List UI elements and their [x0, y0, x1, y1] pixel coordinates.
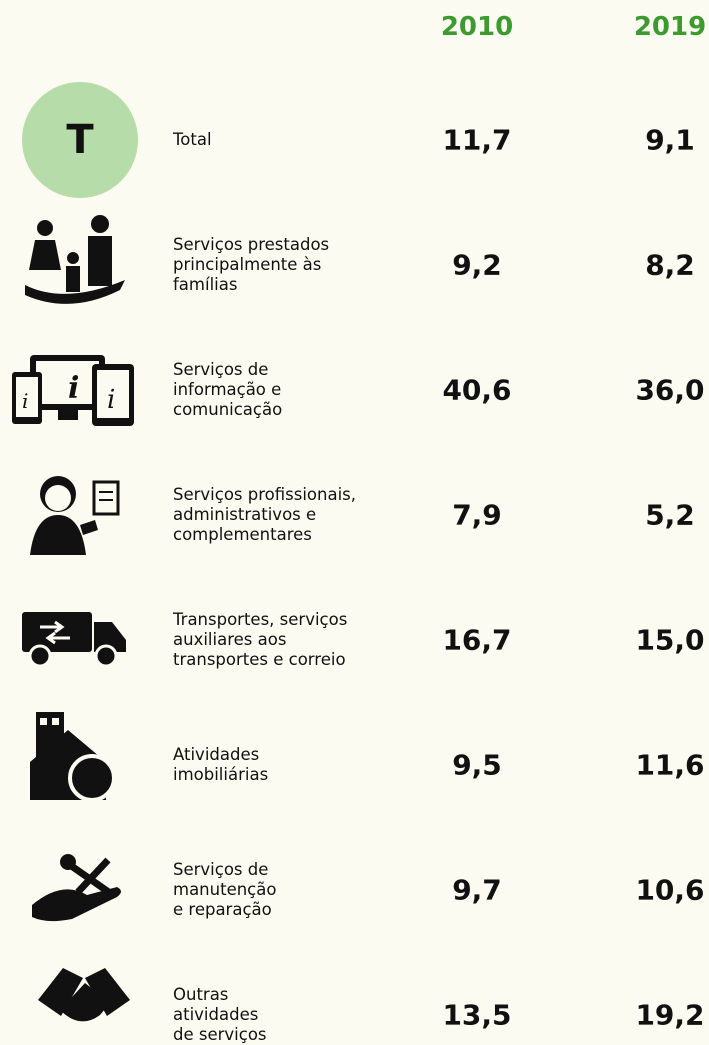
devices-icon: i i i — [12, 355, 134, 426]
row-label: Outras atividades de serviços — [173, 985, 267, 1045]
value: 8,2 — [645, 248, 695, 282]
column-header: 2019 — [633, 12, 707, 42]
row-label: Transportes, serviços auxiliares aos trans… — [173, 610, 347, 670]
label-line: Transportes, serviços — [173, 610, 348, 629]
handshake-icon — [38, 968, 130, 1022]
label-line: Total — [173, 130, 212, 149]
value: 15,0 — [635, 623, 705, 657]
label-line: comunicação — [173, 400, 283, 419]
label-line: administrativos e — [173, 505, 317, 524]
svg-text:i: i — [22, 389, 28, 413]
label-line: Serviços profissionais, — [173, 485, 357, 504]
row-label: Atividades imobiliárias — [173, 745, 268, 785]
label-line: principalmente às — [173, 255, 322, 274]
label-line: transportes e correio — [173, 650, 346, 669]
value: 11,6 — [635, 748, 705, 782]
value: 16,7 — [442, 623, 512, 657]
value: 40,6 — [442, 373, 512, 407]
value: 9,5 — [452, 748, 502, 782]
label-line: imobiliárias — [173, 765, 269, 784]
value: 9,1 — [645, 123, 695, 157]
value: 10,6 — [635, 873, 705, 907]
repair-icon — [32, 854, 121, 922]
row-label: Serviços profissionais, administrativos e… — [173, 485, 356, 545]
label-line: informação e — [173, 380, 282, 399]
value: 5,2 — [645, 498, 695, 532]
label-line: de serviços — [173, 1025, 267, 1044]
row-label: Serviços de manutenção e reparação — [173, 860, 276, 920]
label-line: Serviços prestados — [173, 235, 330, 254]
value: 19,2 — [635, 998, 705, 1032]
family-icon — [25, 215, 125, 304]
label-line: Serviços de — [173, 360, 269, 379]
label-line: Serviços de — [173, 860, 269, 879]
truck-icon — [22, 612, 126, 668]
svg-text:i: i — [68, 371, 79, 406]
column-header: 2010 — [440, 12, 514, 42]
professional-icon — [30, 476, 120, 555]
label-line: manutenção — [173, 880, 277, 899]
label-line: famílias — [173, 275, 238, 294]
label-line: e reparação — [173, 900, 272, 919]
row-label: Serviços de informação e comunicação — [173, 360, 282, 420]
value: 9,2 — [452, 248, 502, 282]
badge: T — [22, 82, 138, 198]
value: 11,7 — [442, 123, 512, 157]
value: 9,7 — [452, 873, 502, 907]
row-label: Serviços prestados principalmente às famíl… — [173, 235, 329, 295]
label-line: Atividades — [173, 745, 260, 764]
value: 7,9 — [452, 498, 502, 532]
svg-text:i: i — [107, 385, 115, 415]
value: 36,0 — [635, 373, 705, 407]
label-line: atividades — [173, 1005, 259, 1024]
real-estate-icon — [30, 712, 116, 802]
row-label: Total — [173, 130, 212, 150]
label-line: complementares — [173, 525, 312, 544]
label-line: auxiliares aos — [173, 630, 287, 649]
value: 13,5 — [442, 998, 512, 1032]
label-line: Outras — [173, 985, 229, 1004]
